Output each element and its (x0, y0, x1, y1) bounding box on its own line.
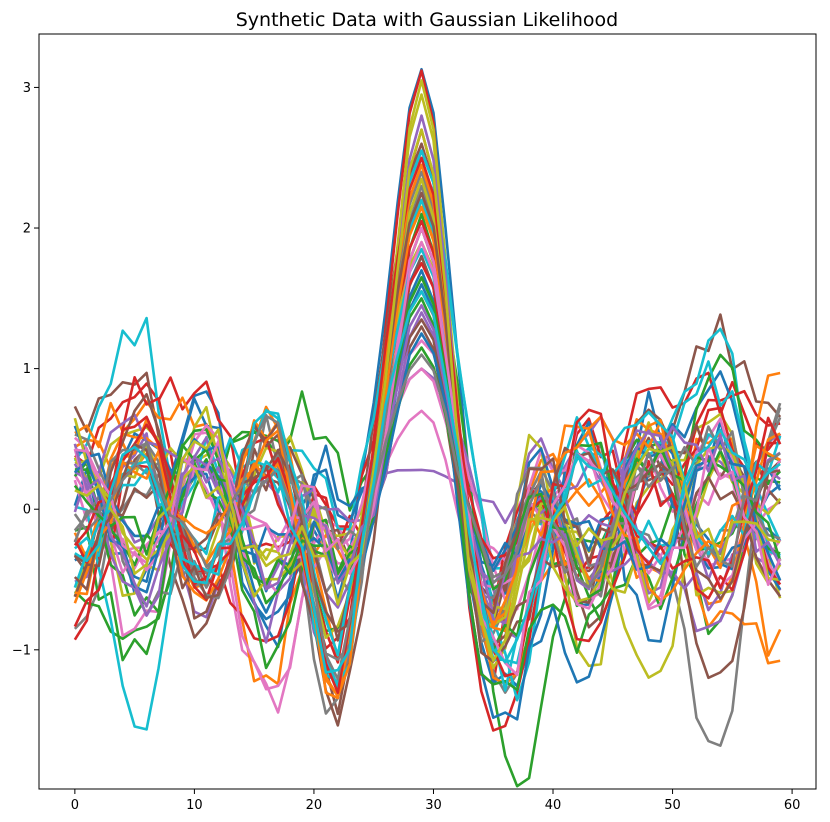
series-line-39 (73, 177, 781, 627)
y-tick-label: 1 (23, 362, 31, 377)
x-tick-label: 50 (664, 798, 681, 813)
series-line-44 (73, 156, 782, 695)
series-line-37 (73, 226, 782, 610)
axes-frame (38, 33, 817, 790)
series-lines (73, 67, 782, 788)
y-tick-label: 2 (23, 222, 31, 237)
x-axis: 0 10 20 30 40 50 60 (71, 789, 801, 813)
y-tick-label: 3 (23, 81, 31, 96)
x-tick-label: 40 (545, 798, 562, 813)
series-line-21 (74, 268, 782, 721)
x-tick-label: 60 (784, 798, 801, 813)
series-line-4 (74, 69, 782, 686)
series-line-32 (73, 163, 781, 700)
series-line-50 (74, 290, 781, 674)
series-line-40 (73, 247, 782, 665)
x-tick-label: 0 (71, 798, 79, 813)
y-tick-label: 0 (23, 503, 31, 518)
series-line-49 (74, 128, 781, 662)
chart-title: Synthetic Data with Gaussian Likelihood (236, 9, 619, 31)
series-line-31 (73, 283, 782, 593)
series-line-46 (73, 191, 781, 633)
series-line-33 (74, 346, 781, 652)
series-line-45 (73, 304, 782, 615)
x-tick-label: 10 (186, 798, 203, 813)
series-line-48 (73, 353, 781, 681)
y-tick-label: −1 (12, 643, 31, 658)
x-tick-label: 20 (306, 798, 323, 813)
x-tick-label: 30 (425, 798, 442, 813)
y-axis: −1 0 1 2 3 (12, 81, 39, 658)
series-line-47 (74, 240, 782, 677)
